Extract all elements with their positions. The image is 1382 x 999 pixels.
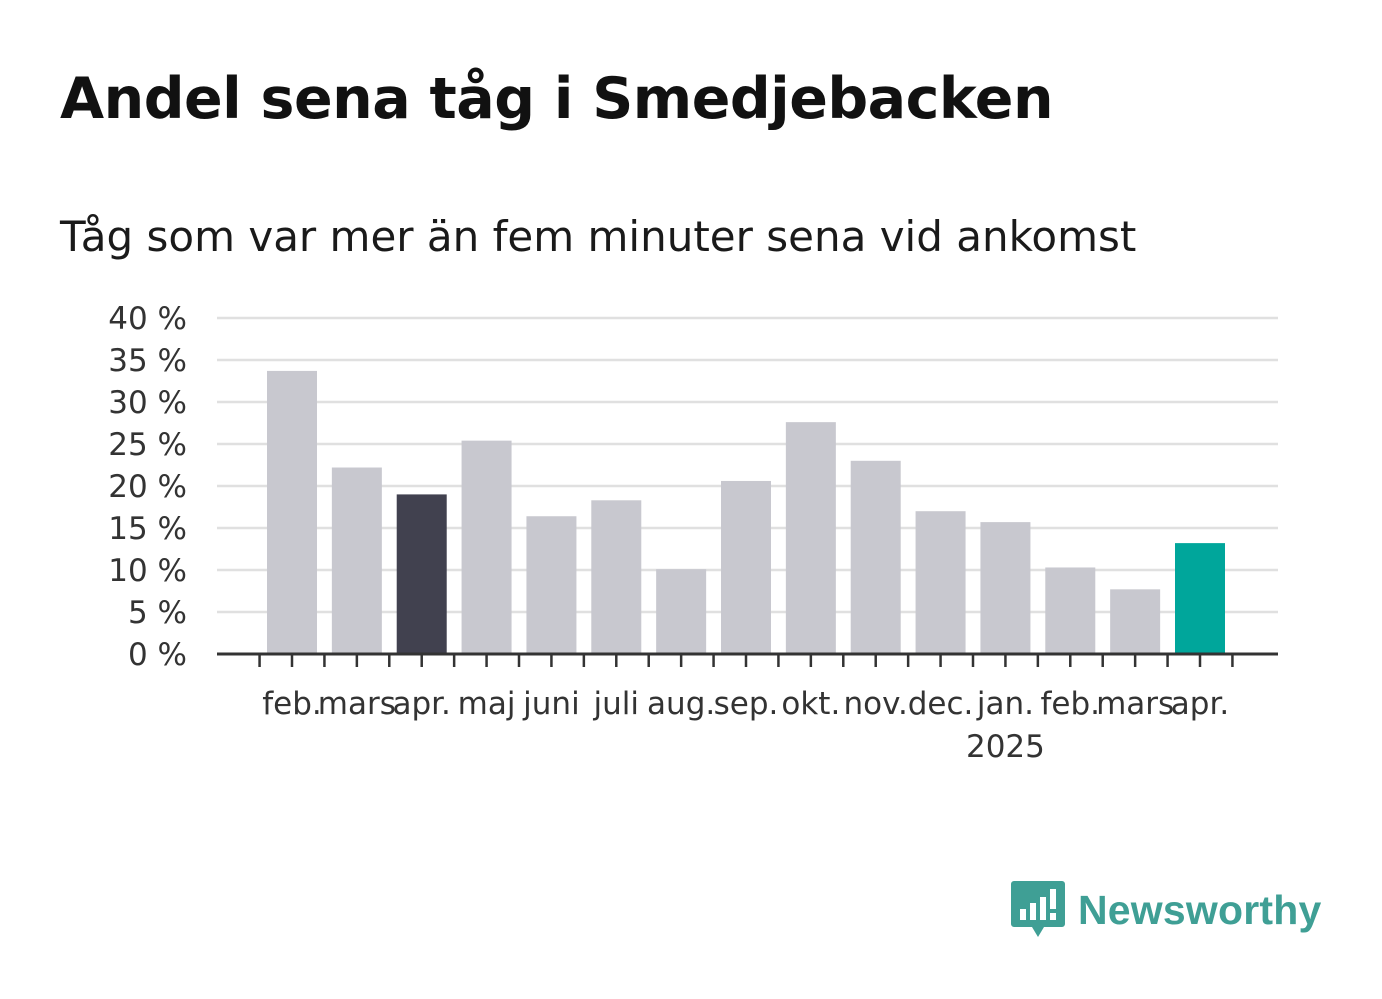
y-tick-label: 0 %	[128, 637, 187, 673]
x-tick-label: feb.	[1041, 686, 1101, 722]
y-tick-label: 35 %	[108, 343, 187, 379]
x-tick-label: aug.	[647, 686, 715, 722]
y-tick-label: 25 %	[108, 427, 187, 463]
bar	[526, 516, 577, 654]
newsworthy-logo: Newsworthy	[1010, 878, 1322, 942]
bar	[721, 480, 771, 654]
x-tick-label: mars	[318, 686, 396, 722]
chart-title: Andel sena tåg i Smedjebacken	[60, 66, 1054, 132]
x-tick-label: dec.	[908, 686, 974, 722]
bar	[1045, 567, 1096, 654]
x-tick-label: juni	[522, 686, 580, 722]
bar	[785, 422, 836, 654]
x-tick-label: okt.	[781, 686, 840, 722]
x-tick-label: jan.	[976, 686, 1034, 722]
bar	[591, 500, 642, 654]
bar	[1110, 589, 1161, 654]
x-tick-label: apr.	[1171, 686, 1229, 722]
x-tick-label: sep.	[714, 686, 779, 722]
bar	[850, 460, 901, 654]
brand-name: Newsworthy	[1078, 886, 1322, 933]
x-tick-label: nov.	[844, 686, 908, 722]
y-tick-label: 20 %	[108, 469, 187, 505]
bar	[656, 569, 707, 654]
x-tick-year-label: 2025	[966, 729, 1045, 765]
y-tick-label: 40 %	[108, 301, 187, 337]
y-tick-label: 30 %	[108, 385, 187, 421]
x-tick-label: juli	[593, 686, 640, 722]
bars	[267, 370, 1225, 654]
bar	[915, 511, 966, 654]
bar	[461, 440, 512, 654]
bar	[331, 467, 382, 654]
bar	[980, 522, 1031, 654]
bar	[267, 370, 317, 654]
x-axis	[217, 652, 1278, 667]
newsworthy-bar-chart-icon	[1011, 881, 1065, 937]
y-axis-tick-labels: 0 % 5 % 10 % 15 % 20 % 25 % 30 % 35 % 40 %	[108, 301, 187, 673]
bar	[396, 494, 447, 654]
x-tick-label: mars	[1096, 686, 1174, 722]
x-tick-label: apr.	[392, 686, 450, 722]
y-tick-label: 15 %	[108, 511, 187, 547]
x-tick-label: maj	[458, 686, 516, 722]
chart-subtitle: Tåg som var mer än fem minuter sena vid …	[60, 212, 1137, 261]
y-tick-label: 5 %	[128, 595, 187, 631]
y-tick-label: 10 %	[108, 553, 187, 589]
bar	[1175, 543, 1225, 654]
x-tick-label: feb.	[262, 686, 322, 722]
